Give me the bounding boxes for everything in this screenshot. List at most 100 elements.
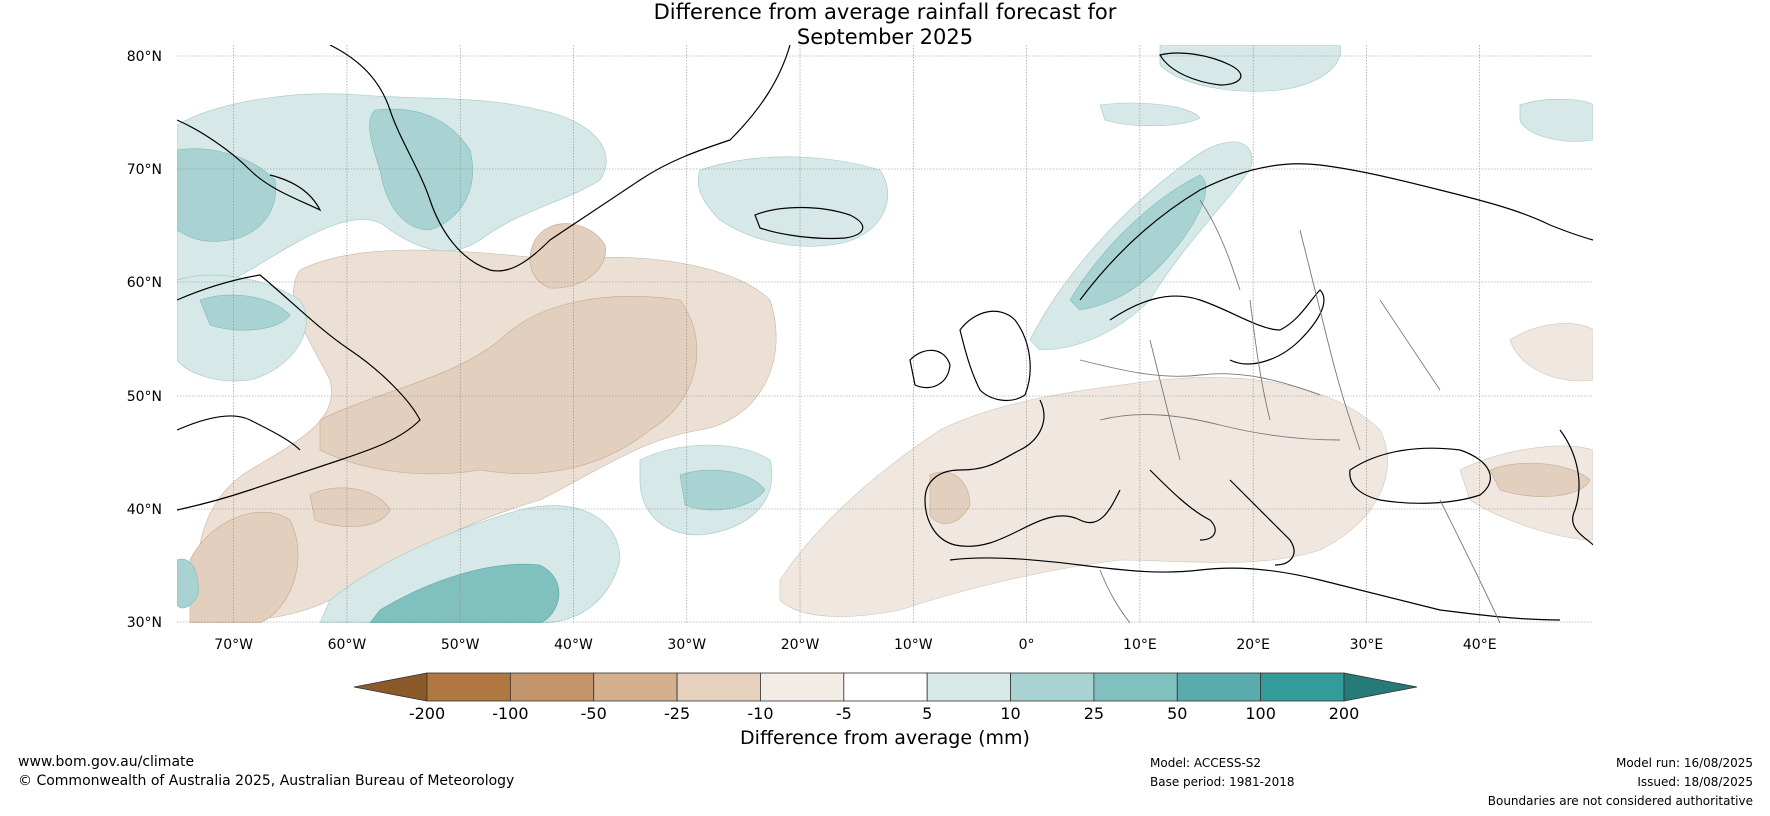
longitude-labels: 70°W 60°W 50°W 40°W 30°W 20°W 10°W 0° 10°E 20°E 30…	[214, 637, 1496, 653]
coast-caspian	[1559, 429, 1593, 546]
colorbar-segment	[1260, 672, 1345, 702]
border-europe-4	[1249, 299, 1271, 421]
dry-area-russia	[1509, 323, 1593, 382]
coast-blacksea	[1349, 447, 1491, 504]
colorbar-segment	[593, 672, 678, 702]
dry-area-europe	[779, 377, 1388, 617]
gridlines	[177, 45, 1593, 623]
model-text: Model: ACCESS-S2	[1150, 756, 1262, 770]
colorbar-segment	[1093, 672, 1178, 702]
lat-label: 40°N	[127, 502, 162, 518]
lon-label: 60°W	[328, 637, 367, 653]
colorbar-extend-low	[353, 672, 428, 702]
lon-label: 40°E	[1463, 637, 1497, 653]
colorbar-tick-label: 25	[1084, 704, 1104, 723]
colorbar-tick-label: 10	[1000, 704, 1020, 723]
base-period-text: Base period: 1981-2018	[1150, 775, 1295, 789]
country-borders	[1079, 199, 1501, 623]
border-europe-7	[1379, 299, 1441, 391]
wet-area-kara	[1519, 98, 1593, 142]
lon-label: 40°W	[554, 637, 593, 653]
lon-label: 10°E	[1123, 637, 1157, 653]
coast-africa	[949, 557, 1561, 621]
coast-baffin	[177, 119, 322, 212]
lat-label: 60°N	[127, 275, 162, 291]
colorbar-segment	[1010, 672, 1095, 702]
colorbar-tick-label: -50	[581, 704, 607, 723]
colorbar-tick-label: -25	[664, 704, 690, 723]
lon-label: 30°W	[667, 637, 706, 653]
colorbar-tick-label: 50	[1167, 704, 1187, 723]
coast-greenland	[329, 45, 791, 272]
border-africa	[1099, 569, 1131, 623]
colorbar-tick-label: -5	[836, 704, 852, 723]
colorbar-tick-label: -200	[409, 704, 445, 723]
anomaly-shading	[177, 45, 1593, 623]
colorbar-segment	[926, 672, 1011, 702]
dry-area-greenland-tip	[529, 223, 606, 289]
wet-area-west-edge	[177, 558, 199, 609]
coast-iceland	[754, 206, 864, 239]
latitude-labels: 80°N 70°N 60°N 50°N 40°N 30°N	[127, 49, 162, 631]
dry-area-east-2	[1489, 462, 1591, 497]
colorbar-tick-label: -100	[492, 704, 528, 723]
copyright-text: © Commonwealth of Australia 2025, Austra…	[18, 773, 515, 789]
colorbar-segment	[426, 672, 511, 702]
border-europe-5	[1299, 229, 1361, 451]
coast-labrador	[177, 274, 421, 511]
colorbar-tick-label: 100	[1245, 704, 1276, 723]
issued-text: Issued: 18/08/2025	[1637, 775, 1753, 789]
lon-label: 30°E	[1350, 637, 1384, 653]
coast-hudson	[177, 415, 301, 451]
colorbar-tick-label: 5	[922, 704, 932, 723]
colorbar-segment	[676, 672, 761, 702]
colorbar-tick-label: -10	[747, 704, 773, 723]
lat-label: 50°N	[127, 389, 162, 405]
coast-ireland	[909, 349, 951, 389]
wet-area-iceland	[697, 156, 888, 247]
lon-label: 50°W	[441, 637, 480, 653]
colorbar: -200 -100 -50 -25 -10 -5 5 10 25 50 100 200	[353, 672, 1418, 723]
lon-label: 10°W	[894, 637, 933, 653]
colorbar-segment	[509, 672, 595, 702]
website-link[interactable]: www.bom.gov.au/climate	[18, 754, 195, 770]
coastlines	[177, 45, 1593, 621]
border-europe-3	[1149, 339, 1181, 461]
lat-label: 30°N	[127, 615, 162, 631]
dry-area-atlantic-mid	[319, 296, 698, 475]
lon-label: 20°W	[781, 637, 820, 653]
colorbar-tick-label: 200	[1329, 704, 1360, 723]
border-europe-6	[1199, 199, 1241, 291]
coast-europe-west	[924, 399, 1121, 547]
lon-label: 0°	[1019, 637, 1035, 653]
colorbar-extend-high	[1343, 672, 1418, 702]
wet-area-south-atlantic-core	[369, 564, 560, 623]
border-europe-2	[1099, 414, 1341, 441]
lat-label: 70°N	[127, 162, 162, 178]
wet-area-barents	[1099, 102, 1201, 127]
wet-area-greenland-core	[369, 108, 473, 231]
title-line-1: Difference from average rainfall forecas…	[653, 0, 1117, 24]
dry-area-iberia	[929, 471, 971, 524]
coast-svalbard	[1159, 52, 1242, 86]
coast-scandinavia	[1079, 163, 1593, 301]
lon-label: 70°W	[214, 637, 253, 653]
lon-label: 20°E	[1236, 637, 1270, 653]
colorbar-segment	[1176, 672, 1262, 702]
model-run-text: Model run: 16/08/2025	[1615, 756, 1753, 770]
boundaries-note: Boundaries are not considered authoritat…	[1487, 794, 1753, 808]
border-europe-1	[1079, 359, 1321, 396]
colorbar-title: Difference from average (mm)	[740, 727, 1030, 749]
dry-area-southwest-2	[309, 487, 391, 527]
border-mideast	[1439, 499, 1501, 623]
dry-area-southwest	[189, 511, 299, 623]
colorbar-segment	[760, 672, 845, 702]
lat-label: 80°N	[127, 49, 162, 65]
wet-area-hudson-core	[199, 294, 291, 331]
coast-balkans	[1229, 479, 1295, 566]
map-title: Difference from average rainfall forecas…	[0, 0, 1770, 50]
coast-baltic	[1109, 289, 1325, 365]
coast-britain	[959, 310, 1031, 402]
wet-area-midatlantic-core	[679, 469, 766, 511]
